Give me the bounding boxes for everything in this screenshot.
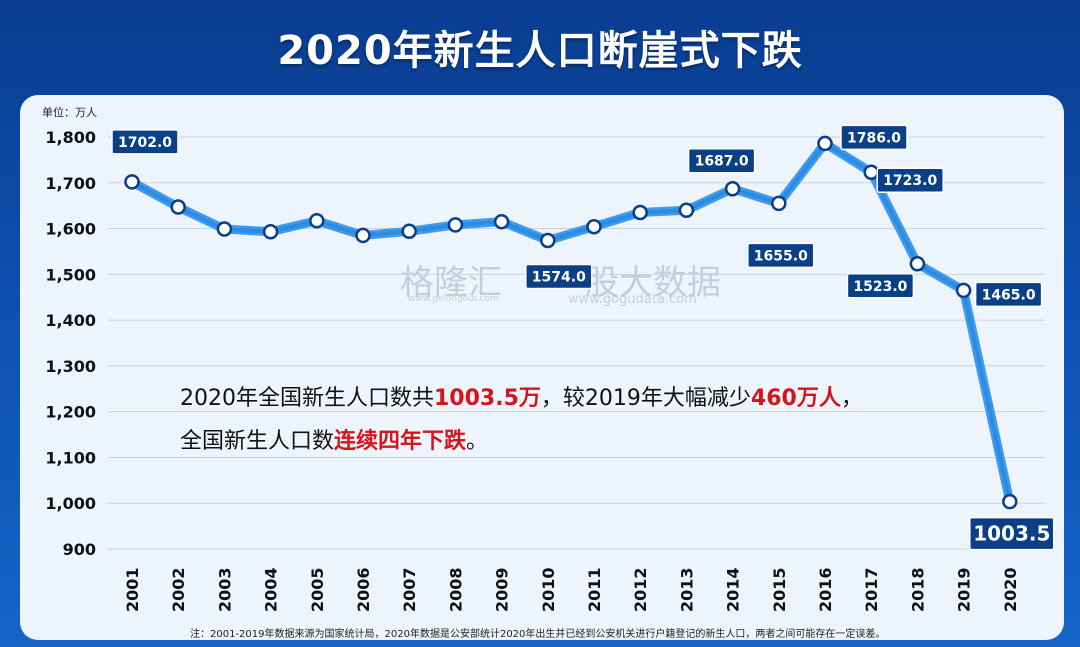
data-label: 1465.0 — [982, 287, 1036, 303]
data-point — [678, 202, 695, 218]
x-tick-label: 2011 — [585, 567, 604, 612]
data-label-box — [846, 273, 915, 299]
data-point — [401, 223, 417, 240]
x-tick-label: 2005 — [308, 567, 327, 612]
y-tick-label: 1,000 — [45, 494, 96, 513]
x-tick-label: 2017 — [862, 567, 881, 612]
data-label: 1723.0 — [883, 173, 937, 189]
series-line-core — [130, 141, 1012, 504]
y-tick-label: 1,500 — [45, 265, 96, 284]
y-tick-label: 1,700 — [45, 174, 96, 193]
annotation-text: 2020年全国新生人口数共 — [180, 386, 434, 411]
watermark-left-url: www.gelonghui.com — [408, 294, 499, 304]
y-tick-label: 1,200 — [45, 403, 96, 422]
data-point — [632, 204, 648, 221]
data-label: 1687.0 — [695, 154, 749, 170]
data-label-box — [840, 124, 908, 151]
data-point — [216, 221, 233, 237]
data-point — [863, 164, 879, 180]
data-point — [124, 174, 140, 190]
data-point — [262, 224, 279, 240]
data-label-box — [969, 516, 1055, 551]
x-tick-label: 2013 — [677, 567, 696, 612]
watermark-left-name: 格隆汇 — [400, 263, 502, 303]
data-point — [909, 256, 926, 272]
watermark-right-url: www.gogudata.com — [568, 292, 697, 307]
x-tick-label: 2007 — [400, 567, 419, 612]
data-label: 1574.0 — [532, 269, 586, 285]
x-tick-label: 2003 — [215, 567, 234, 612]
page-title: 2020年新生人口断崖式下跌 — [277, 28, 803, 74]
data-point — [493, 213, 510, 230]
data-label-box — [111, 129, 179, 155]
data-point — [540, 232, 556, 249]
data-point — [309, 213, 325, 229]
annotation-text: 。 — [466, 429, 489, 454]
x-tick-label: 2001 — [123, 567, 142, 612]
data-label: 1003.5 — [973, 522, 1050, 546]
annotation-line-1: 2020年全国新生人口数共1003.5万，较2019年大幅减少460万人， — [180, 380, 863, 412]
y-tick-label: 1,300 — [45, 357, 96, 376]
data-point — [771, 195, 787, 212]
data-label: 1786.0 — [847, 130, 901, 146]
data-point — [170, 199, 186, 215]
unit-label: 单位：万人 — [42, 106, 97, 119]
data-label-box — [974, 281, 1043, 308]
x-tick-label: 2015 — [770, 567, 789, 612]
annotation-highlight: 连续四年下跌 — [334, 429, 467, 454]
x-tick-label: 2012 — [631, 567, 650, 612]
annotation-highlight: 1003.5万 — [434, 386, 541, 411]
y-tick-label: 1,800 — [45, 128, 96, 147]
x-tick-label: 2019 — [955, 567, 974, 612]
y-tick-label: 900 — [63, 540, 96, 559]
x-tick-label: 2016 — [816, 567, 835, 612]
annotation-text: ， — [840, 386, 863, 411]
x-tick-label: 2020 — [1001, 567, 1020, 612]
annotation-text: 全国新生人口数 — [180, 429, 335, 454]
data-label: 1523.0 — [853, 279, 907, 295]
x-tick-label: 2014 — [724, 567, 743, 612]
annotation-text: ，较2019年大幅减少 — [540, 386, 751, 411]
data-label-box — [876, 167, 944, 193]
footnote: 注：2001-2019年数据来源为国家统计局，2020年数据是公安部统计2020… — [190, 629, 886, 640]
y-tick-label: 1,100 — [45, 448, 96, 467]
data-label: 1702.0 — [118, 135, 172, 151]
data-point — [1002, 493, 1018, 510]
data-label-box — [525, 263, 593, 290]
y-tick-label: 1,600 — [45, 220, 96, 239]
x-tick-label: 2008 — [446, 567, 465, 612]
data-label-box — [747, 242, 815, 269]
x-tick-label: 2004 — [262, 567, 281, 612]
x-tick-label: 2009 — [493, 567, 512, 612]
y-tick-label: 1,400 — [45, 311, 96, 330]
data-point — [447, 217, 464, 233]
data-label-box — [687, 147, 756, 174]
annotation-line-2: 全国新生人口数连续四年下跌。 — [180, 423, 488, 455]
x-tick-label: 2018 — [908, 567, 927, 612]
x-tick-label: 2010 — [539, 567, 558, 612]
watermark-right-name: 股大数据 — [585, 263, 721, 303]
x-tick-label: 2006 — [354, 567, 373, 612]
data-point — [586, 218, 602, 235]
data-point — [955, 282, 972, 299]
annotation-highlight: 460万人 — [750, 386, 841, 411]
data-label: 1655.0 — [754, 248, 808, 264]
data-point — [817, 135, 833, 152]
x-tick-label: 2002 — [169, 567, 188, 612]
data-point — [724, 180, 741, 197]
data-point — [355, 227, 371, 244]
